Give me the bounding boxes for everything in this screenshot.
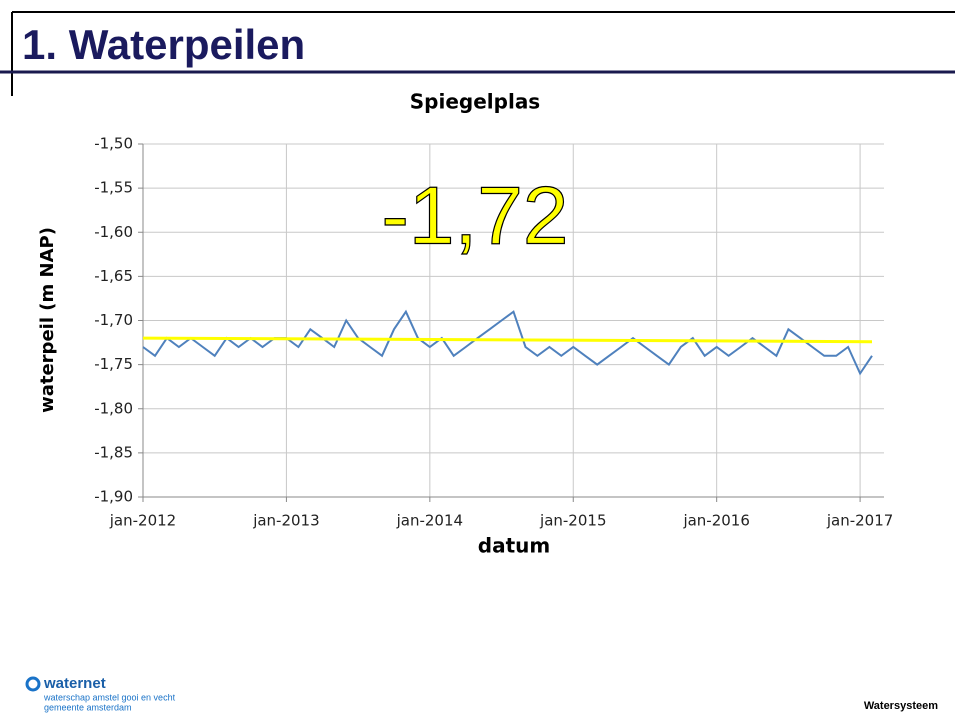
y-tick-label: -1,75 — [94, 355, 133, 373]
y-tick-label: -1,85 — [94, 443, 133, 461]
plot: -1,90 -1,85 -1,80 -1,75 -1,70 -1,65 -1,60 -1,55… — [94, 135, 893, 530]
footer: Watersysteem — [864, 700, 938, 712]
x-tick-label: jan-2016 — [682, 512, 749, 530]
x-tick-label: jan-2012 — [109, 512, 176, 530]
x-tick-label: jan-2013 — [252, 512, 319, 530]
y-tick-label: -1,55 — [94, 179, 133, 197]
logo-line: waterschap amstel gooi en vecht — [43, 692, 176, 702]
y-tick-label: -1,70 — [94, 311, 133, 329]
trend-line — [142, 336, 873, 344]
chart-title: Spiegelplas — [410, 90, 540, 114]
x-tick-label: jan-2014 — [396, 512, 463, 530]
x-tick-label: jan-2015 — [539, 512, 606, 530]
x-axis-label: datum — [478, 534, 550, 558]
y-tick-label: -1,60 — [94, 223, 133, 241]
x-tick-label: jan-2017 — [826, 512, 893, 530]
y-tick-label: -1,90 — [94, 488, 133, 506]
y-tick-label: -1,65 — [94, 267, 133, 285]
y-axis-label: waterpeil (m NAP) — [37, 227, 58, 413]
logo-icon — [25, 676, 41, 692]
logo-line: gemeente amsterdam — [44, 702, 132, 712]
annotation: -1,72 — [382, 171, 569, 262]
y-tick-label: -1,80 — [94, 399, 133, 417]
data-line — [142, 309, 873, 376]
slide-title: 1. Waterpeilen — [22, 21, 305, 68]
logo-text: waternet — [43, 675, 106, 692]
y-tick-label: -1,50 — [94, 135, 133, 153]
